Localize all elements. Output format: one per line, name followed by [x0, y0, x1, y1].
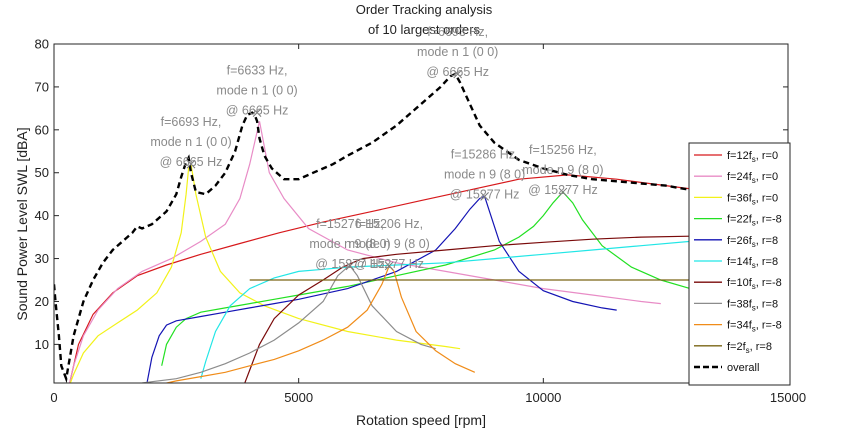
series-line-5 [200, 230, 788, 379]
peak-marker-4 [558, 187, 568, 197]
legend-label-5: f=14fs, r=8 [727, 256, 778, 270]
x-tick-label-3: 15000 [770, 390, 806, 405]
series-line-7 [142, 265, 436, 383]
peak-annotation-3-line-2: @ 15277 Hz [450, 187, 520, 201]
peak-annotation-3-line-1: mode n 9 (8 0) [444, 167, 525, 181]
x-tick-label-1: 5000 [284, 390, 313, 405]
legend-label-0: f=12fs, r=0 [727, 150, 778, 164]
peak-marker-3 [480, 191, 489, 201]
peak-annotation-4-line-1: mode n 9 (8 0) [522, 163, 603, 177]
chart-title-line-1: Order Tracking analysis [356, 2, 493, 17]
legend-label-1: f=24fs, r=0 [727, 171, 778, 185]
y-tick-label-7: 80 [35, 37, 49, 52]
peak-annotation-0-line-2: @ 6665 Hz [160, 155, 223, 169]
x-tick-label-0: 0 [50, 390, 57, 405]
x-axis-label: Rotation speed [rpm] [356, 412, 486, 428]
peak-annotation-3-line-0: f=15286 Hz, [451, 147, 519, 161]
y-tick-label-6: 70 [35, 79, 49, 94]
legend-label-8: f=34fs, r=-8 [727, 320, 782, 334]
series-line-8 [163, 264, 476, 383]
peak-annotation-6-line-1: mode n 9 (8 0) [349, 237, 430, 251]
peak-marker-5 [345, 261, 355, 271]
peak-marker-6 [384, 261, 394, 271]
peak-annotation-1-line-2: @ 6665 Hz [226, 104, 289, 118]
series-line-3 [161, 191, 720, 366]
y-tick-label-4: 50 [35, 165, 49, 180]
peak-annotation-1-line-0: f=6633 Hz, [227, 64, 288, 78]
series-line-6 [244, 233, 788, 383]
peak-annotation-5-line-0: f=15276 Hz, [316, 217, 384, 231]
peak-marker-0 [186, 159, 196, 169]
peak-annotation-2-line-2: @ 6665 Hz [426, 65, 489, 79]
peak-annotation-4-line-0: f=15256 Hz, [529, 143, 597, 157]
overall-line [54, 72, 788, 383]
peak-annotation-0-line-0: f=6693 Hz, [161, 115, 222, 129]
peak-annotation-6-line-2: @ 15277 Hz [354, 257, 424, 271]
peak-marker-2 [453, 69, 463, 79]
y-tick-label-5: 60 [35, 122, 49, 137]
peak-annotation-6-line-0: f=15206 Hz, [355, 217, 423, 231]
legend-box [688, 142, 791, 386]
y-tick-label-1: 20 [35, 294, 49, 309]
legend-label-3: f=22fs, r=-8 [727, 214, 782, 228]
y-axis-label: Sound Power Level SWL [dBA] [14, 127, 30, 320]
peak-annotation-1-line-1: mode n 1 (0 0) [216, 84, 297, 98]
peak-annotation-0-line-1: mode n 1 (0 0) [150, 135, 231, 149]
legend: f=12fs, r=0 f=24fs, r=0 f=36fs, r=0 f=22fs,… [688, 142, 791, 386]
peak-marker-1 [252, 108, 262, 118]
legend-label-4: f=26fs, r=8 [727, 235, 778, 249]
peak-annotation-2-line-1: mode n 1 (0 0) [417, 45, 498, 59]
peak-annotation-4-line-2: @ 15277 Hz [528, 183, 598, 197]
series-line-4 [146, 195, 617, 383]
legend-label-2: f=36fs, r=0 [727, 192, 778, 206]
annotation-layer: f=6693 Hz, mode n 1 (0 0) @ 6665 Hz f=6633 … [150, 25, 603, 271]
chart-title-line-2: of 10 largest orders [368, 22, 481, 37]
y-tick-label-3: 40 [35, 208, 49, 223]
peak-annotation-5-line-1: mode n 9 (8 0) [309, 237, 390, 251]
peak-annotation-2-line-0: f=6693 Hz, [427, 25, 488, 39]
legend-label-6: f=10fs, r=-8 [727, 277, 782, 291]
x-tick-label-2: 10000 [525, 390, 561, 405]
series-line-1 [69, 121, 661, 383]
y-tick-label-2: 30 [35, 251, 49, 266]
y-tick-label-0: 10 [35, 337, 49, 352]
legend-label-10: overall [727, 362, 759, 374]
legend-label-9: f=2fs, r=8 [727, 341, 772, 355]
axis-layer: 0 5000 10000 15000 10 20 30 40 50 60 70 80 [35, 37, 807, 406]
peak-annotation-5-line-2: @ 15277 Hz [315, 257, 385, 271]
legend-label-7: f=38fs, r=8 [727, 298, 778, 312]
